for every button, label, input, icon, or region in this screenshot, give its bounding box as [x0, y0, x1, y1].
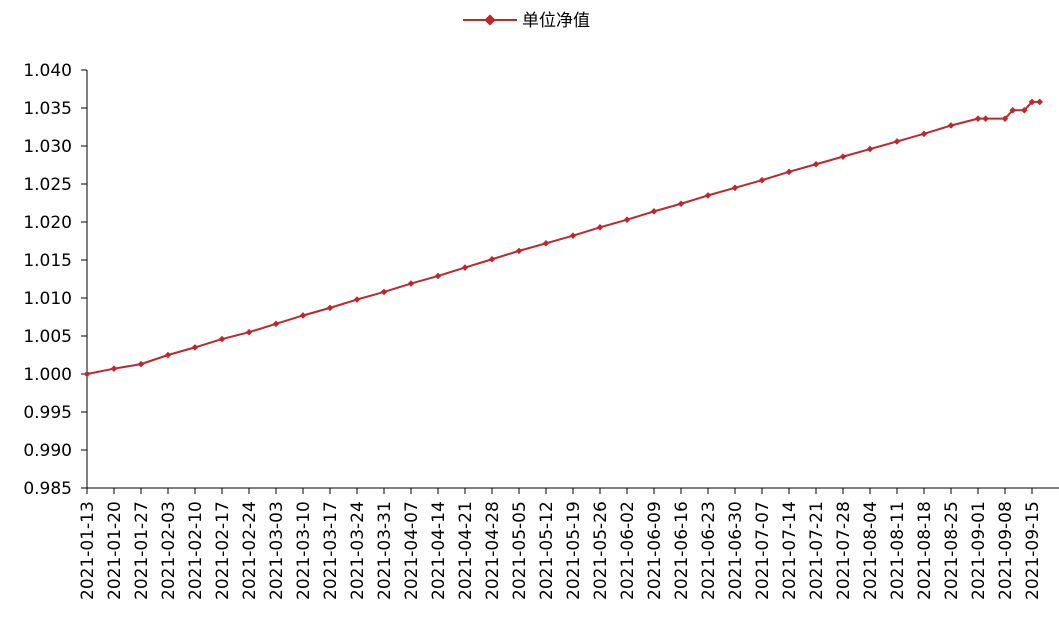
- data-point: [974, 115, 982, 122]
- x-tick-label: 2021-06-16: [672, 501, 692, 600]
- legend-label: 单位净值: [522, 11, 590, 31]
- x-tick-label: 2021-03-17: [321, 501, 341, 600]
- data-point: [218, 335, 226, 343]
- series-line: [86, 100, 1040, 375]
- x-tick-label: 2021-03-10: [294, 501, 314, 600]
- y-tick-label: 1.040: [23, 61, 72, 81]
- x-tick-label: 2021-05-26: [591, 501, 611, 600]
- data-point: [677, 200, 685, 208]
- x-tick-label: 2021-08-25: [942, 501, 962, 600]
- x-tick-label: 2021-05-19: [564, 501, 584, 600]
- data-point: [1009, 106, 1017, 114]
- series-group: [83, 98, 1044, 378]
- x-tick-label: 2021-04-28: [483, 501, 503, 600]
- data-point: [272, 320, 280, 328]
- data-point: [110, 365, 118, 372]
- x-tick-label: 2021-05-05: [510, 501, 530, 600]
- data-point: [920, 130, 928, 138]
- x-tick-label: 2021-06-23: [699, 501, 719, 600]
- y-tick-label: 1.030: [23, 137, 72, 157]
- x-tick-label: 2021-07-28: [834, 501, 854, 600]
- y-tick-label: 0.990: [23, 441, 72, 461]
- x-tick-label: 2021-02-03: [159, 501, 179, 600]
- data-point: [407, 280, 415, 287]
- x-axis: 2021-01-13 2021-01-20 2021-01-27 2021-02-03…: [78, 487, 1059, 600]
- data-point: [866, 145, 874, 153]
- data-point: [488, 255, 496, 263]
- x-tick-label: 2021-03-31: [375, 501, 395, 600]
- x-tick-label: 2021-09-15: [1023, 501, 1043, 600]
- y-tick-label: 1.025: [23, 175, 72, 195]
- y-tick-label: 1.005: [23, 327, 72, 347]
- data-point: [1001, 115, 1009, 122]
- y-tick-label: 1.000: [23, 365, 72, 385]
- x-tick-label: 2021-04-14: [429, 501, 449, 600]
- data-point: [380, 288, 388, 296]
- data-point: [596, 224, 604, 231]
- y-axis: 1.040 1.035 1.030 1.025 1.020 1.015 1.010 1.005…: [23, 61, 88, 499]
- x-tick-label: 2021-06-30: [726, 501, 746, 600]
- x-tick-label: 2021-02-17: [213, 501, 233, 600]
- x-tick-label: 2021-08-11: [888, 501, 908, 600]
- data-point: [947, 122, 955, 129]
- data-point: [812, 160, 820, 168]
- x-tick-label: 2021-06-02: [618, 501, 638, 600]
- x-tick-label: 2021-01-27: [132, 501, 152, 600]
- x-tick-label: 2021-03-03: [267, 501, 287, 600]
- x-tick-label: 2021-06-09: [645, 501, 665, 600]
- x-tick-label: 2021-02-10: [186, 501, 206, 600]
- data-point: [83, 370, 91, 378]
- data-point: [245, 328, 253, 336]
- data-point: [299, 312, 307, 319]
- x-tick-label: 2021-01-20: [105, 501, 125, 600]
- x-tick-label: 2021-08-04: [861, 501, 881, 600]
- y-tick-label: 1.010: [23, 289, 72, 309]
- x-tick-label: 2021-09-01: [969, 501, 989, 600]
- data-point: [731, 184, 739, 192]
- x-tick-label: 2021-04-07: [402, 501, 422, 600]
- x-tick-label: 2021-02-24: [240, 501, 260, 600]
- y-tick-label: 0.985: [23, 479, 72, 499]
- data-point: [982, 115, 990, 122]
- data-point: [542, 239, 550, 247]
- data-point: [1036, 98, 1044, 106]
- y-tick-label: 1.020: [23, 213, 72, 233]
- data-point: [623, 216, 631, 224]
- data-point: [569, 232, 577, 239]
- legend: 单位净值: [463, 11, 590, 31]
- data-point: [704, 192, 712, 199]
- x-tick-label: 2021-01-13: [78, 501, 98, 600]
- x-tick-label: 2021-09-08: [996, 501, 1016, 600]
- legend-marker: [484, 14, 496, 26]
- y-tick-label: 0.995: [23, 403, 72, 423]
- data-point: [515, 247, 523, 255]
- x-tick-label: 2021-05-12: [537, 501, 557, 600]
- x-tick-label: 2021-03-24: [348, 501, 368, 600]
- data-point: [650, 208, 658, 215]
- x-tick-label: 2021-08-18: [915, 501, 935, 600]
- data-point: [1020, 106, 1028, 114]
- x-tick-label: 2021-07-07: [753, 501, 773, 600]
- data-point: [326, 304, 334, 312]
- data-point: [1028, 98, 1036, 106]
- y-tick-label: 1.015: [23, 251, 72, 271]
- y-tick-label: 1.035: [23, 99, 72, 119]
- data-point: [434, 272, 442, 280]
- data-point: [758, 176, 766, 184]
- data-point: [137, 360, 145, 368]
- x-tick-label: 2021-07-21: [807, 501, 827, 600]
- data-point: [461, 264, 469, 271]
- data-point: [353, 296, 361, 303]
- x-tick-label: 2021-04-21: [456, 501, 476, 600]
- x-tick-label: 2021-07-14: [780, 501, 800, 600]
- data-point: [893, 138, 901, 145]
- data-point: [785, 168, 793, 176]
- data-point: [839, 153, 847, 160]
- data-point: [164, 351, 172, 359]
- data-point: [191, 344, 199, 351]
